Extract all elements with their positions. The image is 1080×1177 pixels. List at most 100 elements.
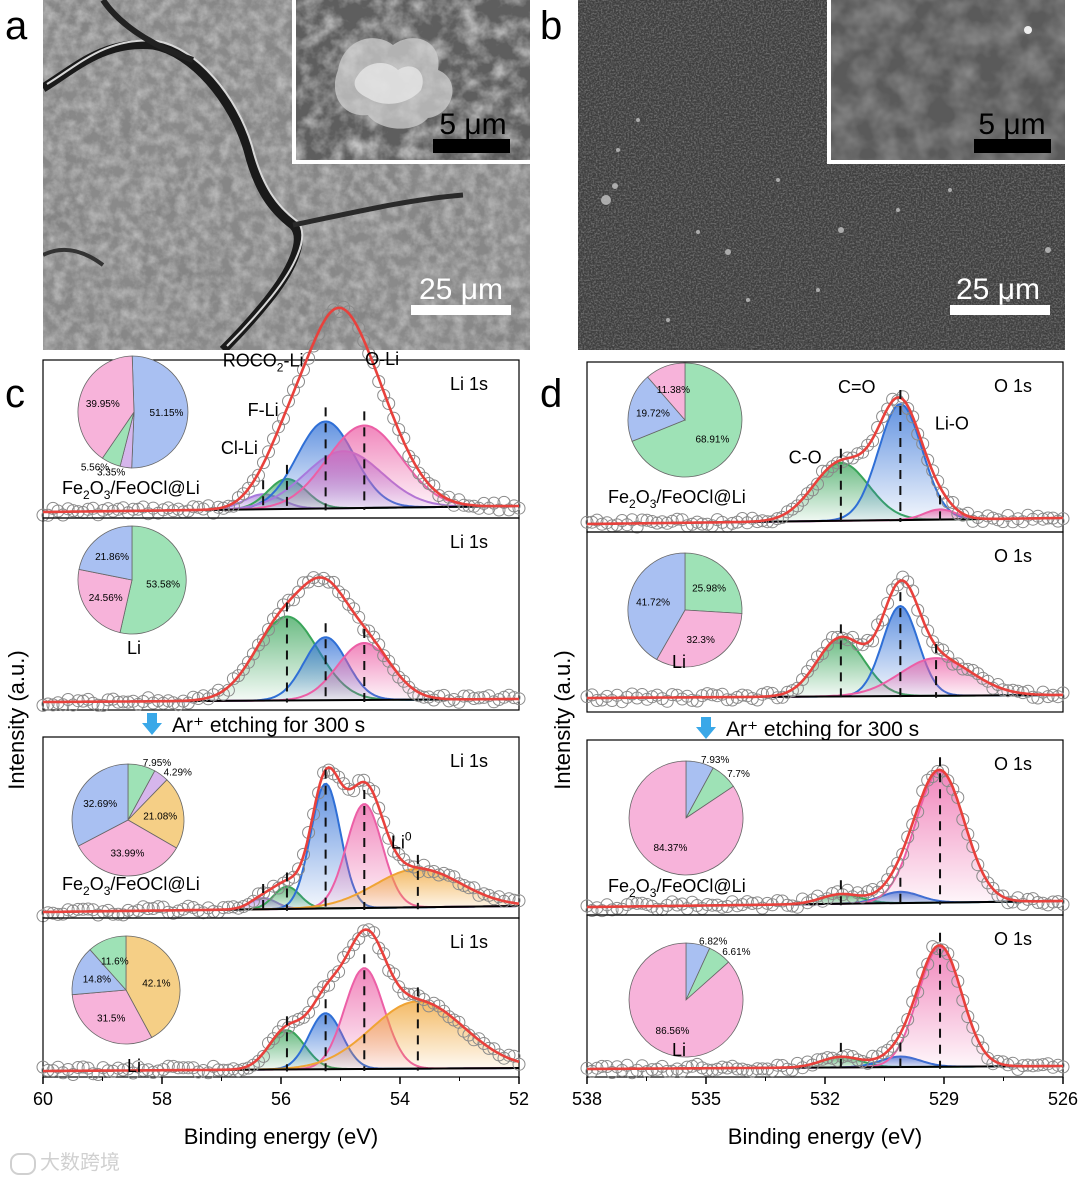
- raw-data-point: [502, 503, 516, 517]
- raw-data-point: [507, 1049, 521, 1063]
- peak-line-roco2-li: [43, 636, 519, 703]
- raw-data-point: [106, 1064, 120, 1078]
- raw-data-point: [81, 1061, 95, 1075]
- subplot-frame: [586, 739, 1064, 916]
- raw-data-point: [916, 614, 930, 628]
- raw-data-point: [181, 1061, 195, 1075]
- raw-data-point: [610, 1060, 624, 1074]
- raw-data-point: [116, 1063, 130, 1077]
- peak-line-f-li: [43, 885, 519, 913]
- baseline: [42, 505, 520, 513]
- raw-data-point: [472, 1032, 486, 1046]
- subplot-frame: [42, 736, 520, 919]
- raw-data-point: [710, 513, 724, 527]
- subplot-frame: [586, 361, 1064, 533]
- raw-data-point: [467, 1033, 481, 1047]
- element-label: O 1s: [994, 546, 1032, 566]
- raw-data-point: [246, 647, 260, 661]
- raw-data-point: [981, 674, 995, 688]
- raw-data-point: [126, 502, 140, 516]
- raw-data-point: [986, 511, 1000, 525]
- raw-data-point: [931, 474, 945, 488]
- peak-line-c=o: [587, 890, 1063, 908]
- raw-data-point: [881, 402, 895, 416]
- raw-data-point: [392, 670, 406, 684]
- pie-slice-label: 84.37%: [653, 843, 687, 854]
- peak-fill-o-li: [43, 968, 519, 1071]
- pie-slice-label: 42.1%: [142, 978, 170, 989]
- raw-data-point: [685, 517, 699, 531]
- raw-data-point: [590, 513, 604, 527]
- raw-data-point: [585, 1064, 599, 1078]
- raw-data-point: [615, 514, 629, 527]
- raw-data-point: [497, 894, 511, 908]
- raw-data-point: [640, 513, 654, 527]
- sem-micrograph-b: 5 μm 25 μm: [578, 0, 1065, 350]
- raw-data-point: [1051, 514, 1065, 528]
- raw-data-point: [297, 576, 310, 590]
- watermark-logo-icon: [10, 1152, 36, 1175]
- raw-data-point: [806, 1058, 819, 1072]
- raw-data-point: [427, 693, 441, 707]
- raw-data-point: [257, 633, 270, 647]
- raw-data-point: [437, 1004, 451, 1018]
- raw-data-point: [131, 904, 145, 917]
- raw-data-point: [442, 490, 456, 504]
- raw-data-point: [871, 885, 885, 899]
- raw-data-point: [675, 1064, 689, 1078]
- raw-data-point: [625, 896, 639, 910]
- peak-line-extra: [43, 450, 519, 513]
- raw-data-point: [392, 848, 406, 861]
- etch-label: Ar⁺ etching for 300 s: [172, 714, 365, 737]
- raw-data-point: [46, 501, 60, 515]
- raw-data-point: [367, 926, 381, 940]
- raw-data-point: [695, 1061, 709, 1075]
- peak-fill-f-li: [43, 1030, 519, 1071]
- raw-data-point: [231, 669, 245, 683]
- raw-data-point: [81, 902, 95, 916]
- raw-data-point: [387, 844, 401, 858]
- raw-data-point: [206, 905, 220, 918]
- raw-data-point: [111, 1061, 125, 1075]
- raw-data-point: [981, 876, 995, 890]
- raw-data-point: [821, 892, 834, 906]
- pie-slice-label: 51.15%: [150, 408, 184, 419]
- raw-data-point: [831, 885, 844, 899]
- raw-data-point: [287, 870, 300, 884]
- raw-data-point: [191, 904, 205, 917]
- peak-fill-c=o: [587, 404, 1063, 524]
- raw-data-point: [196, 1064, 210, 1077]
- raw-data-point: [36, 508, 50, 522]
- raw-data-point: [665, 688, 679, 702]
- raw-data-point: [750, 693, 764, 707]
- pie-slice: [628, 760, 744, 876]
- raw-data-point: [595, 693, 609, 707]
- raw-data-point: [397, 853, 411, 867]
- raw-data-point: [362, 624, 376, 638]
- peak-line-o-li: [43, 967, 519, 1072]
- raw-data-point: [126, 905, 140, 919]
- peak-line-c-o: [587, 637, 1063, 699]
- xps-subplot-d-2: O 1s 25.98% 32.3% 41.72% Li: [580, 531, 1070, 713]
- raw-data-point: [876, 1046, 890, 1060]
- main-scale-bar-b: [950, 305, 1050, 315]
- raw-data-point: [1056, 1060, 1070, 1074]
- raw-data-point: [956, 813, 970, 826]
- raw-data-point: [322, 575, 336, 589]
- raw-data-point: [1046, 688, 1060, 702]
- raw-data-point: [277, 412, 290, 426]
- raw-data-point: [417, 690, 431, 704]
- raw-data-point: [457, 1024, 471, 1038]
- raw-data-point: [91, 1068, 105, 1081]
- x-tick-label: 538: [572, 1089, 602, 1109]
- raw-data-point: [580, 690, 594, 704]
- raw-data-point: [191, 500, 205, 514]
- raw-data-point: [725, 516, 739, 530]
- raw-data-point: [881, 873, 895, 887]
- raw-data-point: [851, 886, 865, 900]
- raw-data-point: [1046, 1060, 1060, 1074]
- pie-slice-label: 32.3%: [687, 635, 715, 646]
- peak-line-li0: [43, 1000, 520, 1072]
- raw-data-point: [196, 502, 210, 516]
- raw-data-point: [1016, 1059, 1030, 1073]
